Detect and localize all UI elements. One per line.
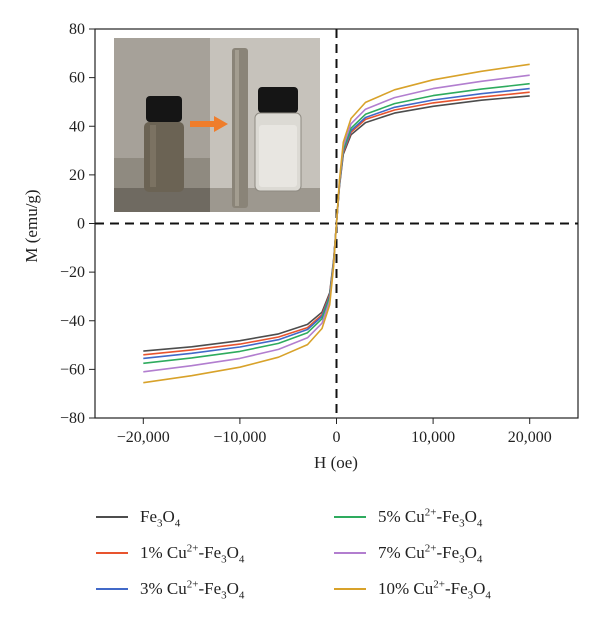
legend-swatch — [96, 516, 128, 518]
orange-arrow-icon — [190, 116, 228, 132]
legend-text-part: 4 — [476, 553, 483, 566]
magnet-bar-highlight — [235, 50, 239, 206]
y-axis-label: M (emu/g) — [22, 189, 41, 262]
y-tick-label: −80 — [60, 410, 85, 427]
x-tick-label: 10,000 — [411, 429, 455, 446]
legend-text-part: O — [226, 543, 239, 562]
legend-text-part: Fe — [140, 507, 157, 526]
legend-text-part: O — [464, 507, 477, 526]
y-tick-label: 80 — [69, 21, 85, 38]
vial-right-liquid — [259, 125, 297, 187]
legend-text-part: 1% Cu — [140, 543, 187, 562]
data-series — [143, 63, 530, 384]
legend-text-part: 4 — [238, 589, 245, 602]
legend-item: 3% Cu2+-Fe3O4 — [96, 574, 244, 604]
legend-label: 10% Cu2+-Fe3O4 — [378, 578, 491, 602]
legend-item: 1% Cu2+-Fe3O4 — [96, 538, 244, 568]
legend-text-part: O — [473, 579, 486, 598]
legend-text-part: -Fe — [444, 579, 468, 598]
legend-text-part: 4 — [485, 589, 491, 602]
x-tick-label: −10,000 — [213, 429, 266, 446]
legend-text-part: O — [162, 507, 175, 526]
x-tick-label: 0 — [333, 429, 341, 446]
legend-swatch — [334, 516, 366, 518]
inset-right-table — [210, 188, 320, 212]
y-tick-label: −60 — [60, 361, 85, 378]
legend-text-part: 2+ — [433, 578, 445, 591]
legend-label: 7% Cu2+-Fe3O4 — [378, 542, 483, 566]
vial-left-highlight — [150, 125, 156, 187]
legend-text-part: O — [464, 543, 477, 562]
vial-left-cap — [146, 96, 182, 122]
legend-swatch — [334, 552, 366, 554]
legend-item: Fe3O4 — [96, 502, 180, 532]
legend-text-part: 10% Cu — [378, 579, 434, 598]
legend-text-part: -Fe — [436, 543, 460, 562]
inset-photo — [114, 38, 320, 212]
y-tick-label: 0 — [77, 216, 85, 233]
legend-text-part: 4 — [476, 517, 483, 530]
legend-text-part: -Fe — [436, 507, 460, 526]
legend-item: 5% Cu2+-Fe3O4 — [334, 502, 482, 532]
vial-right-cap — [258, 87, 298, 113]
legend-text-part: 4 — [238, 553, 245, 566]
legend-label: 3% Cu2+-Fe3O4 — [140, 578, 245, 602]
series-line — [143, 63, 530, 384]
legend-swatch — [96, 588, 128, 590]
legend-text-part: O — [226, 579, 239, 598]
legend-text-part: 3% Cu — [140, 579, 187, 598]
y-tick-label: 20 — [69, 167, 85, 184]
legend-swatch — [334, 588, 366, 590]
legend-text-part: -Fe — [198, 543, 222, 562]
legend-text-part: 3 — [157, 517, 163, 530]
legend-text-part: 3 — [459, 553, 465, 566]
legend-text-part: 2+ — [186, 542, 199, 555]
x-axis-label: H (oe) — [314, 453, 358, 472]
legend-label: 5% Cu2+-Fe3O4 — [378, 506, 483, 530]
legend-item: 10% Cu2+-Fe3O4 — [334, 574, 491, 604]
legend-label: 1% Cu2+-Fe3O4 — [140, 542, 245, 566]
y-tick-label: 40 — [69, 118, 85, 135]
legend-text-part: 4 — [174, 517, 181, 530]
legend-text-part: 2+ — [424, 542, 437, 555]
legend-label: Fe3O4 — [140, 507, 181, 530]
legend-text-part: 2+ — [186, 578, 199, 591]
legend-text-part: -Fe — [198, 579, 222, 598]
y-tick-label: −20 — [60, 264, 85, 281]
legend-item: 7% Cu2+-Fe3O4 — [334, 538, 482, 568]
magnet-bar — [232, 48, 248, 208]
x-tick-label: 20,000 — [508, 429, 552, 446]
legend-text-part: 3 — [221, 589, 227, 602]
legend-text-part: 5% Cu — [378, 507, 425, 526]
legend: Fe3O4 1% Cu2+-Fe3O4 3% Cu2+-Fe3O4 5% Cu2+-F… — [0, 500, 600, 620]
legend-text-part: 3 — [467, 589, 474, 602]
y-tick-label: −40 — [60, 313, 85, 330]
legend-text-part: 2+ — [424, 506, 437, 519]
legend-swatch — [96, 552, 128, 554]
y-tick-label: 60 — [69, 70, 85, 87]
legend-text-part: 3 — [459, 517, 465, 530]
x-tick-label: −20,000 — [117, 429, 170, 446]
legend-text-part: 3 — [221, 553, 227, 566]
legend-text-part: 7% Cu — [378, 543, 425, 562]
